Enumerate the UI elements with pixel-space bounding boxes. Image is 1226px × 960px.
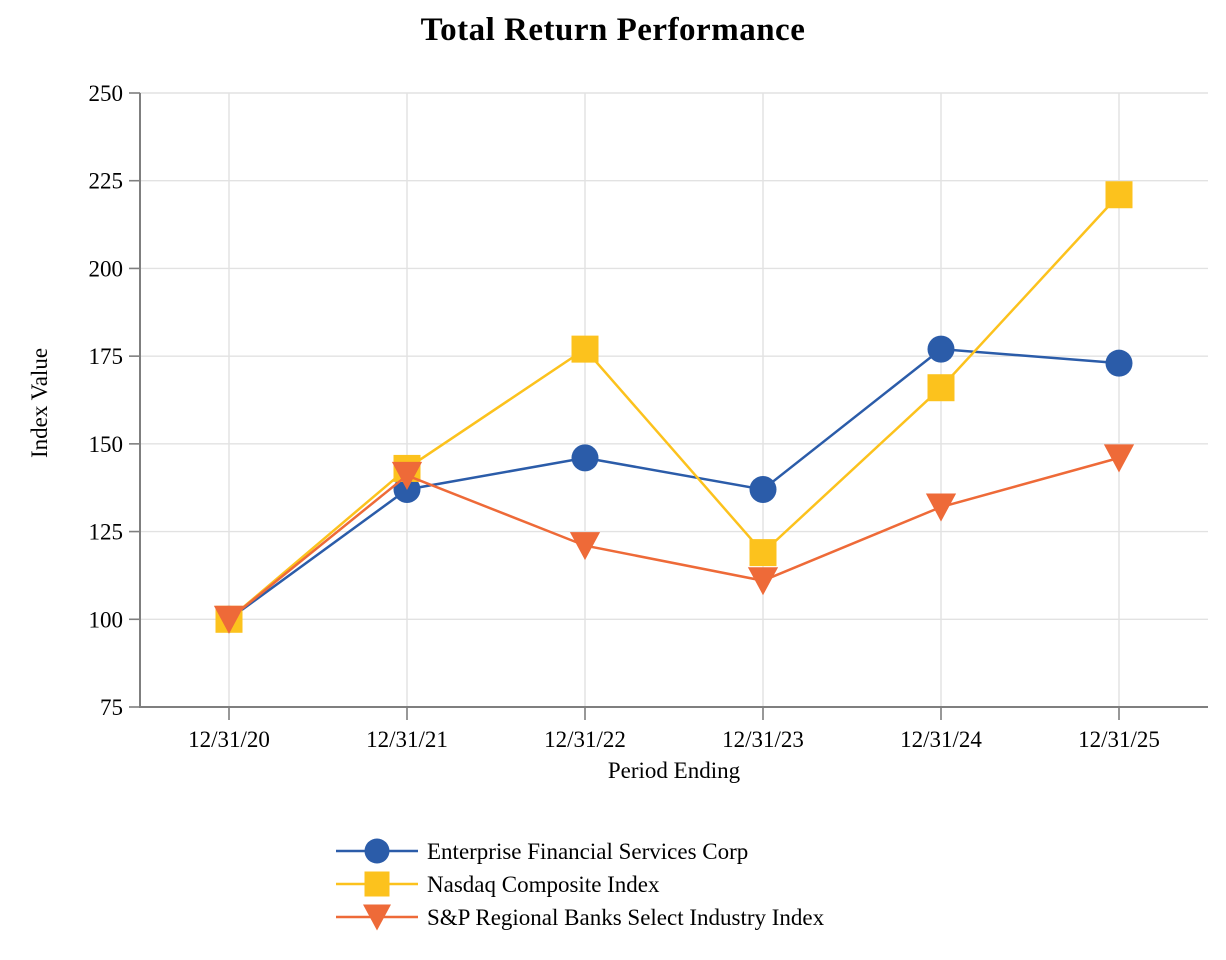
data-point-square-icon: [1105, 181, 1133, 209]
y-tick-label: 225: [89, 169, 124, 194]
data-point-circle-icon: [364, 838, 390, 864]
legend-item: S&P Regional Banks Select Industry Index: [336, 901, 824, 934]
x-tick-label: 12/31/25: [1078, 727, 1160, 752]
legend-label: S&P Regional Banks Select Industry Index: [427, 904, 825, 930]
data-point-triangle-icon: [363, 904, 391, 931]
data-point-square-icon: [927, 374, 955, 402]
series-3: [213, 444, 1135, 634]
data-point-square-icon: [749, 539, 777, 567]
series-2: [215, 181, 1133, 633]
x-tick-label: 12/31/24: [900, 727, 982, 752]
legend-marker-triangle-icon: [336, 904, 418, 931]
series-line: [228, 193, 1120, 621]
y-tick-label: 125: [89, 520, 124, 545]
y-tick-label: 75: [100, 695, 123, 720]
x-tick-label: 12/31/21: [366, 727, 448, 752]
data-point-triangle-icon: [391, 461, 423, 491]
legend-label: Nasdaq Composite Index: [427, 871, 660, 897]
data-point-triangle-icon: [569, 532, 601, 561]
x-tick-label: 12/31/20: [188, 727, 270, 752]
y-tick-label: 200: [89, 256, 124, 281]
series-line: [228, 456, 1120, 621]
legend-item: Enterprise Financial Services Corp: [336, 835, 824, 868]
data-point-triangle-icon: [747, 567, 779, 596]
data-point-circle-icon: [571, 444, 599, 472]
x-tick-label: 12/31/23: [722, 727, 804, 752]
data-point-circle-icon: [927, 335, 955, 363]
data-point-square-icon: [571, 335, 599, 363]
y-tick-label: 150: [89, 432, 124, 457]
series-line: [228, 347, 1120, 621]
y-tick-label: 175: [89, 344, 124, 369]
y-tick-label: 250: [89, 81, 124, 106]
legend: Enterprise Financial Services Corp Nasda…: [336, 835, 824, 934]
y-axis-title: Index Value: [27, 347, 52, 459]
x-axis-title: Period Ending: [607, 758, 741, 783]
legend-label: Enterprise Financial Services Corp: [427, 838, 749, 864]
chart-title: Total Return Performance: [420, 12, 806, 48]
x-tick-label: 12/31/22: [544, 727, 626, 752]
data-point-triangle-icon: [213, 605, 245, 634]
series-1: [215, 335, 1133, 633]
data-point-triangle-icon: [925, 493, 957, 522]
y-tick-label: 100: [89, 607, 124, 632]
legend-item: Nasdaq Composite Index: [336, 868, 824, 901]
data-point-triangle-icon: [1103, 444, 1135, 473]
legend-marker-circle-icon: [336, 838, 418, 864]
legend-marker-square-icon: [336, 871, 418, 897]
data-point-circle-icon: [1105, 349, 1133, 377]
data-point-square-icon: [364, 871, 390, 897]
data-point-circle-icon: [749, 475, 777, 503]
